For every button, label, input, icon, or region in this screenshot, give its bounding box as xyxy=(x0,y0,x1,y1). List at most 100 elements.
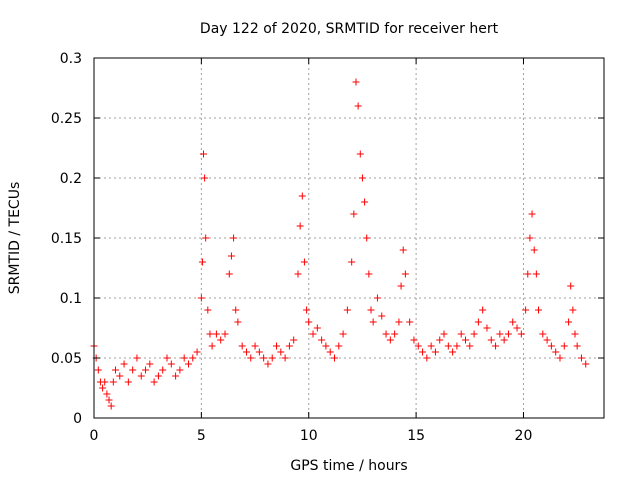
data-point xyxy=(423,354,431,362)
data-point xyxy=(234,318,242,326)
data-point xyxy=(184,360,192,368)
data-point xyxy=(406,318,414,326)
data-point xyxy=(535,306,543,314)
grid xyxy=(94,58,604,418)
x-axis-title: GPS time / hours xyxy=(290,458,407,474)
data-point xyxy=(285,342,293,350)
x-tick-label: 5 xyxy=(197,428,206,444)
data-point xyxy=(500,336,508,344)
data-point xyxy=(298,192,306,200)
data-point xyxy=(365,270,373,278)
data-point xyxy=(105,396,113,404)
y-tick-label: 0.2 xyxy=(60,171,82,187)
data-point xyxy=(466,342,474,350)
data-point xyxy=(200,150,208,158)
data-point xyxy=(339,330,347,338)
data-point xyxy=(571,330,579,338)
x-tick-label: 10 xyxy=(300,428,318,444)
y-axis-title: SRMTID / TECUs xyxy=(7,182,23,295)
data-point xyxy=(530,246,538,254)
data-point xyxy=(163,354,171,362)
data-point xyxy=(94,366,102,374)
data-point xyxy=(526,234,534,242)
data-point xyxy=(504,330,512,338)
data-point xyxy=(401,270,409,278)
data-point xyxy=(238,342,246,350)
data-point xyxy=(264,360,272,368)
data-point xyxy=(101,378,109,386)
data-point xyxy=(348,258,356,266)
data-point xyxy=(201,174,209,182)
data-point xyxy=(509,318,517,326)
data-point xyxy=(227,252,235,260)
data-point xyxy=(513,324,521,332)
data-point xyxy=(197,294,205,302)
data-point xyxy=(103,390,111,398)
data-point xyxy=(273,342,281,350)
data-point xyxy=(582,360,590,368)
data-point xyxy=(277,348,285,356)
data-point xyxy=(369,318,377,326)
data-point xyxy=(99,384,107,392)
data-point xyxy=(260,354,268,362)
x-tick-label: 20 xyxy=(515,428,533,444)
data-point xyxy=(378,312,386,320)
data-point xyxy=(290,336,298,344)
data-point xyxy=(217,336,225,344)
data-point xyxy=(483,324,491,332)
data-point xyxy=(208,342,216,350)
data-point xyxy=(479,306,487,314)
data-point xyxy=(361,198,369,206)
data-point xyxy=(318,336,326,344)
data-point xyxy=(496,330,504,338)
data-point xyxy=(251,342,259,350)
data-point xyxy=(560,342,568,350)
data-point xyxy=(461,336,469,344)
data-point xyxy=(436,336,444,344)
data-point xyxy=(225,270,233,278)
y-tick-label: 0.25 xyxy=(51,111,82,127)
data-point xyxy=(367,306,375,314)
y-tick-label: 0 xyxy=(73,411,82,427)
data-point xyxy=(150,378,158,386)
data-point xyxy=(532,270,540,278)
data-point xyxy=(232,306,240,314)
data-point xyxy=(444,342,452,350)
data-point xyxy=(281,354,289,362)
data-point xyxy=(391,330,399,338)
data-point xyxy=(517,330,525,338)
data-point xyxy=(206,330,214,338)
data-point xyxy=(137,372,145,380)
data-point xyxy=(212,330,220,338)
data-point xyxy=(159,366,167,374)
data-point xyxy=(109,378,117,386)
data-point xyxy=(352,78,360,86)
data-point xyxy=(528,210,536,218)
data-point xyxy=(410,336,418,344)
data-point xyxy=(172,372,180,380)
data-point xyxy=(142,366,150,374)
data-point xyxy=(176,366,184,374)
data-point xyxy=(129,366,137,374)
data-point xyxy=(457,330,465,338)
data-point xyxy=(449,348,457,356)
data-point xyxy=(543,336,551,344)
data-point xyxy=(343,306,351,314)
y-tick-label: 0.3 xyxy=(60,51,82,67)
data-point xyxy=(107,402,115,410)
data-point xyxy=(453,342,461,350)
data-point xyxy=(268,354,276,362)
data-point xyxy=(414,342,422,350)
data-point xyxy=(202,234,210,242)
data-point xyxy=(111,366,119,374)
data-point xyxy=(356,150,364,158)
y-tick-label: 0.1 xyxy=(60,291,82,307)
data-point xyxy=(522,306,530,314)
axis-ticks: 0 0.05 0.1 0.15 0.2 0.25 0.3 0 5 10 15 20 xyxy=(51,51,604,444)
data-point xyxy=(189,354,197,362)
data-points xyxy=(90,78,590,410)
data-point xyxy=(565,318,573,326)
chart-title: Day 122 of 2020, SRMTID for receiver her… xyxy=(200,21,499,37)
data-point xyxy=(350,210,358,218)
data-point xyxy=(470,330,478,338)
